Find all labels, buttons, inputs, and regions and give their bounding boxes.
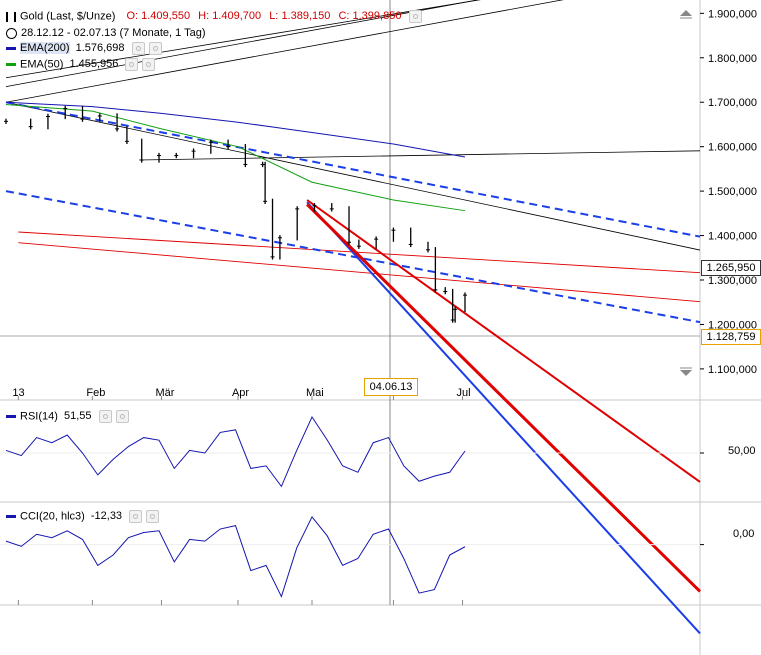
y-tick-label: 1.300,000 [708,275,757,287]
price-series [4,105,467,323]
ema200-settings-icon[interactable] [131,42,145,55]
y-tick-label: 1.100,000 [708,364,757,376]
ema200-line [5,101,466,158]
clock-icon [6,27,17,39]
ohlc-close: C: 1.399,850 [338,10,402,23]
trend-line [18,242,701,303]
instrument-title: Gold (Last, $/Unze) [20,10,116,23]
rsi-level-label: 50,00 [728,445,756,457]
ema50-settings-icon[interactable] [125,58,139,71]
ema50-legend[interactable]: EMA(50) 1.455,956 [6,58,156,71]
date-range: 28.12.12 - 02.07.13 (7 Monate, 1 Tag) [21,27,206,39]
trend-line [306,203,702,593]
cci-legend[interactable]: CCI(20, hlc3) -12,33 [6,510,160,523]
cci-swatch [6,515,16,518]
crosshair-date-label: 04.06.13 [364,378,418,396]
ema50-label: EMA(50) [20,58,64,71]
x-tick-label: Mai [306,387,324,399]
trendlines [5,0,702,635]
trend-line [5,0,480,88]
trend-line [18,231,701,274]
ema200-value: 1.576,698 [75,42,125,55]
y-tick-label: 1.700,000 [708,97,757,109]
x-tick-label: Apr [232,387,249,399]
cci-level-label: 0,00 [733,528,755,540]
ohlc-high: H: 1.409,700 [198,10,262,23]
rsi-close-icon[interactable] [115,410,129,423]
x-tick-label: Mär [155,387,174,399]
trend-line [5,190,701,324]
y-tick-label: 1.800,000 [708,53,757,65]
trend-line [139,150,701,161]
rsi-line [5,415,466,488]
current-price-label: 1.265,950 [701,260,761,276]
trend-line [306,199,701,483]
cursor-price-label: 1.128,759 [701,329,761,345]
ohlc-low: L: 1.389,150 [269,10,331,23]
cci-value: -12,33 [90,510,123,523]
ema200-swatch [6,47,16,50]
scroll-down-icon[interactable] [678,366,694,378]
bar-chart-icon [6,11,16,22]
cci-settings-icon[interactable] [129,510,143,523]
trend-line [5,0,564,103]
rsi-value: 51,55 [63,410,92,423]
cci-label: CCI(20, hlc3) [20,510,85,523]
cci-line [5,515,466,598]
scroll-up-icon[interactable] [678,8,694,20]
header-title-row: Gold (Last, $/Unze) O: 1.409,550 H: 1.40… [6,10,422,23]
date-range-row: 28.12.12 - 02.07.13 (7 Monate, 1 Tag) [6,27,205,39]
y-tick-label: 1.900,000 [708,8,757,20]
x-axis: 13 Feb Mär Apr Mai Jul [12,387,471,605]
x-tick-label: Jul [457,387,471,399]
rsi-legend[interactable]: RSI(14) 51,55 [6,410,129,423]
ema200-legend[interactable]: EMA(200) 1.576,698 [6,42,162,55]
ohlc-open: O: 1.409,550 [126,10,191,23]
trend-line [5,101,701,251]
y-tick-label: 1.500,000 [708,186,757,198]
y-tick-label: 1.400,000 [708,231,757,243]
ema50-swatch [6,63,16,66]
ema-lines [5,101,466,212]
trend-line [306,201,701,635]
ema200-close-icon[interactable] [148,42,162,55]
cci-close-icon[interactable] [146,510,160,523]
rsi-pane [0,415,704,488]
trend-line [5,0,481,79]
ema50-close-icon[interactable] [142,58,156,71]
ema50-value: 1.455,956 [69,58,119,71]
settings-icon[interactable] [408,10,422,23]
rsi-settings-icon[interactable] [98,410,112,423]
x-tick-label: Feb [86,387,105,399]
y-axis: 1.900,000 1.800,000 1.700,000 1.600,000 1.50… [700,8,757,376]
x-tick-label: 13 [12,387,24,399]
rsi-label: RSI(14) [20,410,58,423]
cci-pane [0,515,704,598]
y-tick-label: 1.600,000 [708,142,757,154]
rsi-swatch [6,415,16,418]
ema50-line [5,103,466,212]
ema200-label: EMA(200) [20,42,70,55]
trend-line [5,101,701,238]
y-tick-label: 1.200,000 [708,319,757,331]
